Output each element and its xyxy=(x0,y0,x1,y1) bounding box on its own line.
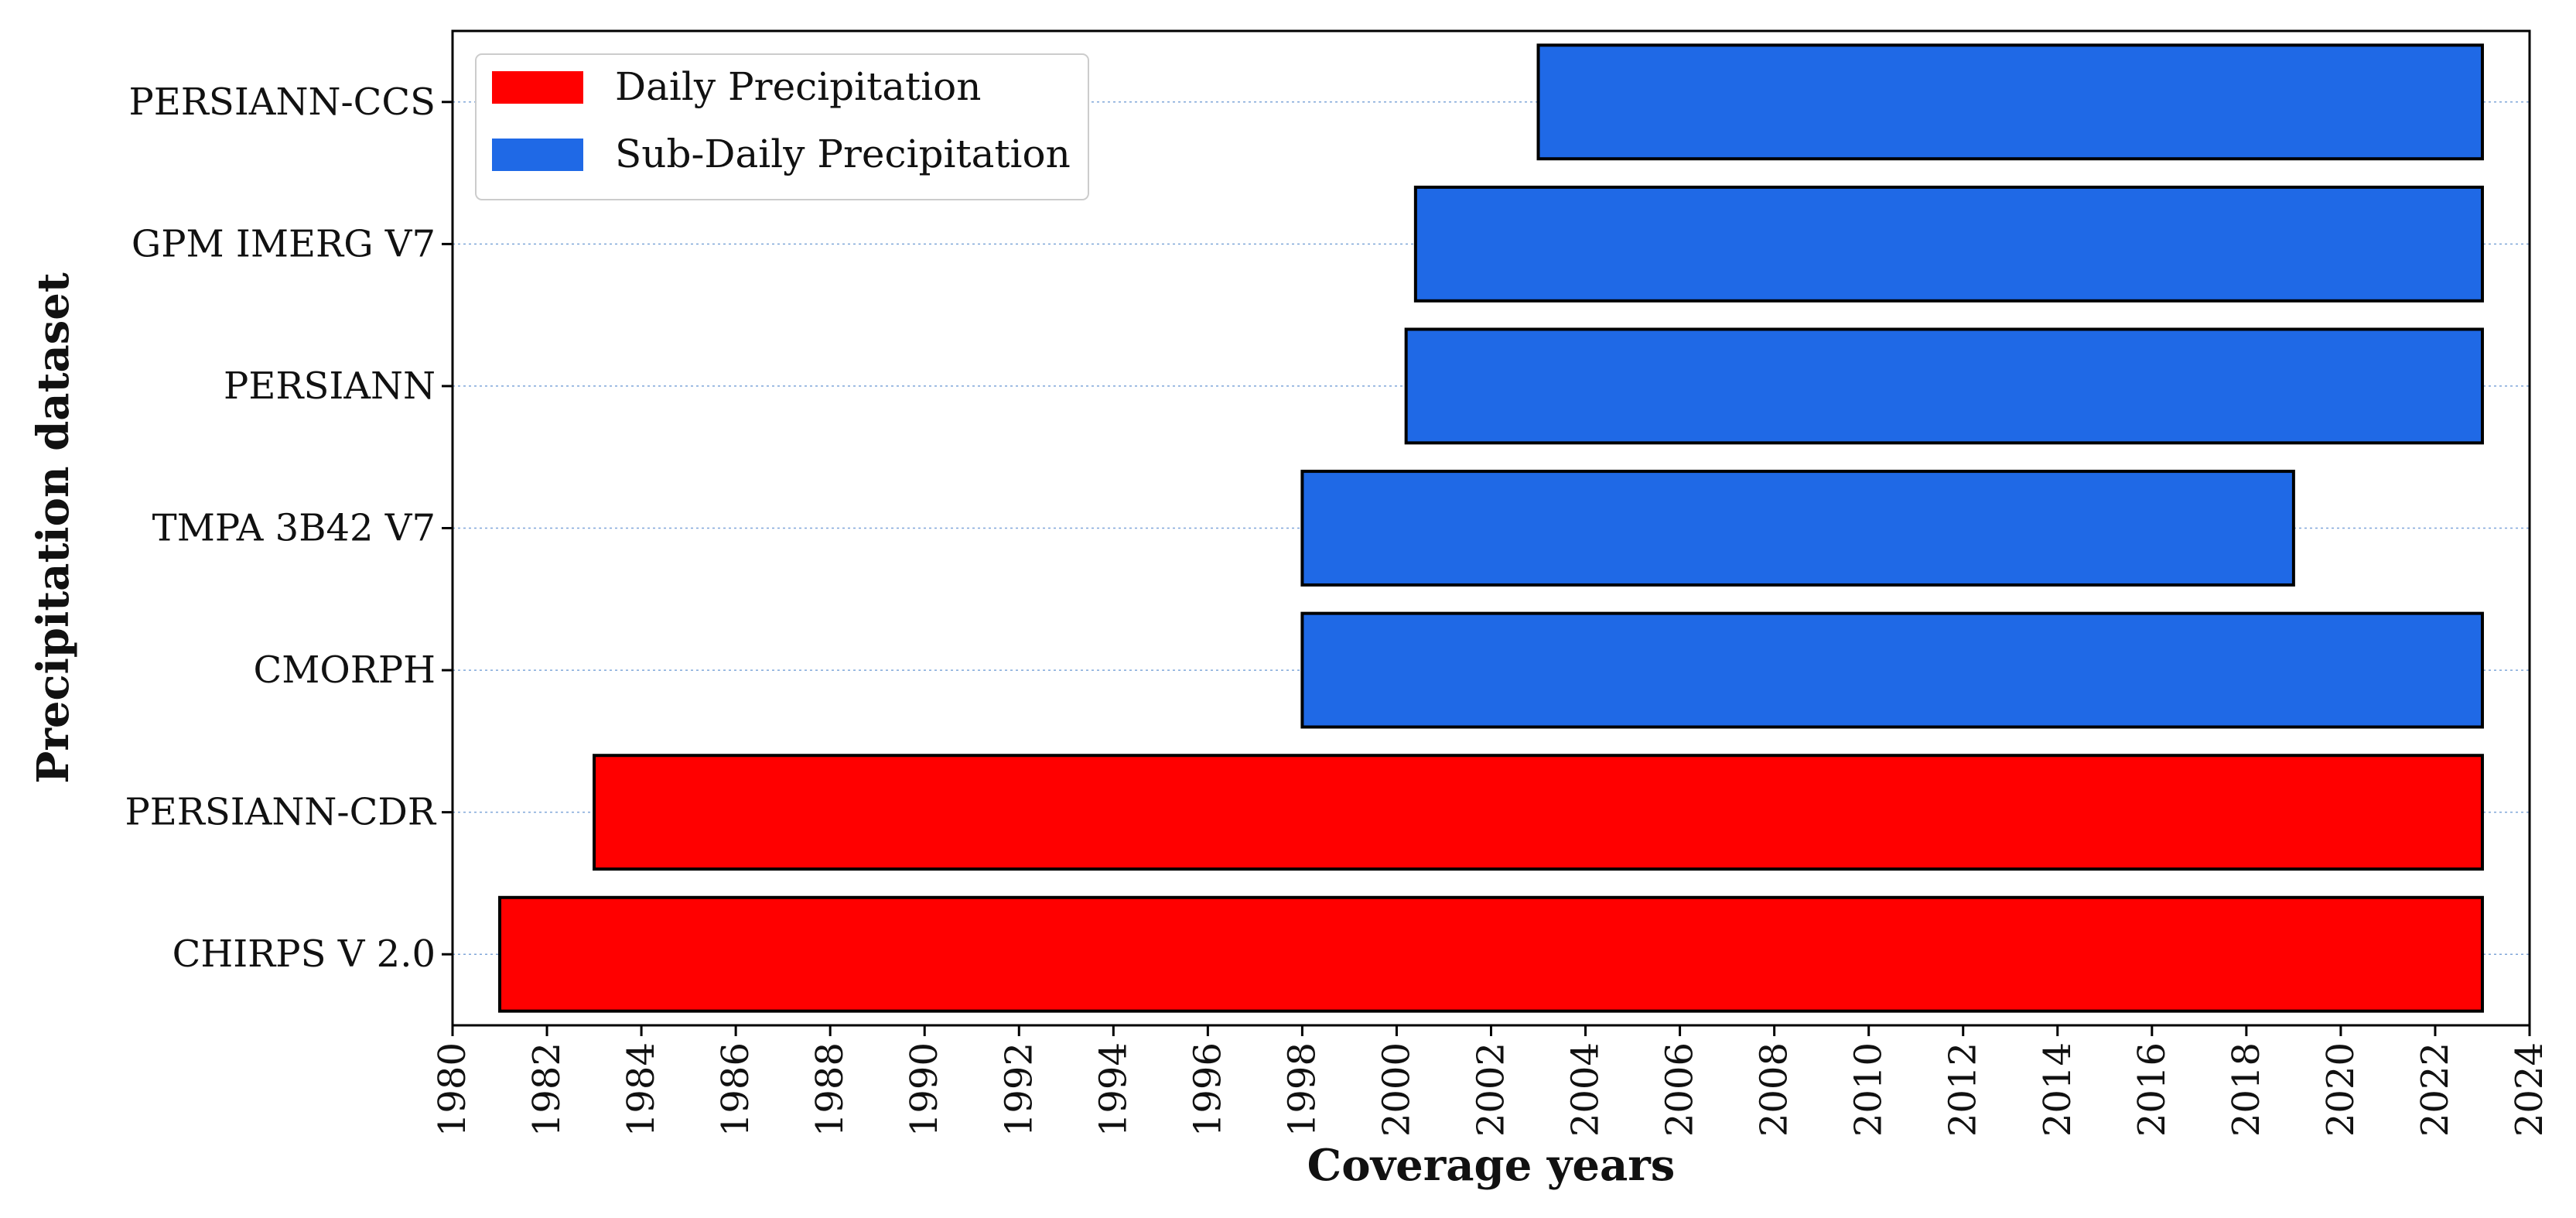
x-tick-label: 1988 xyxy=(808,1042,852,1137)
y-tick-label: GPM IMERG V7 xyxy=(132,222,436,265)
x-tick-label: 1998 xyxy=(1280,1042,1324,1137)
y-axis-ticks: CHIRPS V 2.0 PERSIANN-CDR CMORPH TMPA 3B42 … xyxy=(125,80,453,976)
x-axis-ticks: 1980 1982 1984 1986 1988 1990 1992 1994 1996 1998… xyxy=(431,1025,2551,1137)
x-tick-label: 1986 xyxy=(714,1042,757,1137)
y-tick-label: PERSIANN-CDR xyxy=(125,791,436,834)
x-tick-label: 2020 xyxy=(2319,1042,2362,1137)
x-tick-label: 1992 xyxy=(997,1042,1040,1137)
legend-box xyxy=(475,53,1089,200)
y-tick-label: PERSIANN xyxy=(224,364,436,408)
y-tick-label: CMORPH xyxy=(253,648,436,692)
x-tick-label: 1994 xyxy=(1092,1042,1135,1137)
x-tick-label: 1990 xyxy=(903,1042,946,1137)
x-tick-label: 1980 xyxy=(431,1042,474,1137)
x-tick-label: 2008 xyxy=(1753,1042,1796,1137)
x-tick-label: 2016 xyxy=(2130,1042,2174,1137)
x-tick-label: 1996 xyxy=(1186,1042,1229,1137)
y-axis-title: Precipitation dataset xyxy=(28,272,79,784)
x-tick-label: 2018 xyxy=(2225,1042,2268,1137)
y-tick-label: PERSIANN-CCS xyxy=(128,80,436,124)
legend-label-sub-daily: Sub-Daily Precipitation xyxy=(615,132,1071,176)
x-tick-label: 2004 xyxy=(1564,1042,1607,1137)
x-tick-label: 2006 xyxy=(1659,1042,1702,1137)
legend-label-daily: Daily Precipitation xyxy=(615,64,981,109)
x-tick-label: 2000 xyxy=(1375,1042,1418,1137)
x-tick-label: 2014 xyxy=(2036,1042,2079,1137)
bar-chirps-v-2-0 xyxy=(498,895,2484,1013)
x-tick-label: 2010 xyxy=(1847,1042,1891,1137)
x-tick-label: 2024 xyxy=(2508,1042,2551,1137)
bar-persiann-ccs xyxy=(1536,43,2484,161)
x-tick-label: 2022 xyxy=(2414,1042,2457,1137)
bars xyxy=(498,43,2484,1013)
y-tick-label: CHIRPS V 2.0 xyxy=(173,932,436,976)
bar-persiann xyxy=(1404,327,2484,445)
x-tick-label: 1982 xyxy=(525,1042,569,1137)
x-axis-title: Coverage years xyxy=(1307,1140,1676,1191)
legend: Daily Precipitation Sub-Daily Precipitat… xyxy=(475,53,1089,200)
bar-gpm-imerg-v7 xyxy=(1413,185,2484,303)
legend-swatch-sub-daily xyxy=(492,139,583,171)
bar-persiann-cdr xyxy=(593,754,2484,871)
bar-cmorph xyxy=(1300,611,2484,729)
legend-swatch-daily xyxy=(492,71,583,104)
x-tick-label: 1984 xyxy=(620,1042,663,1137)
x-tick-label: 2002 xyxy=(1470,1042,1513,1137)
bar-tmpa-3b42-v7 xyxy=(1300,470,2295,587)
y-tick-label: TMPA 3B42 V7 xyxy=(152,507,436,550)
x-tick-label: 2012 xyxy=(1942,1042,1985,1137)
